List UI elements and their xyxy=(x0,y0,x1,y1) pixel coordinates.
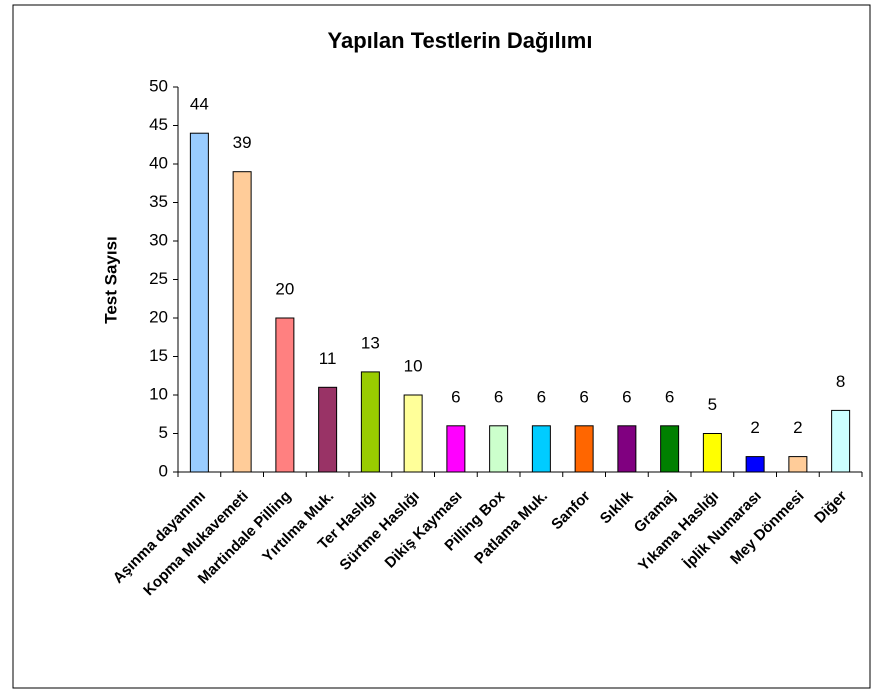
bar xyxy=(232,171,252,473)
data-label: 6 xyxy=(622,387,631,406)
bar xyxy=(788,456,808,473)
y-tick-label: 10 xyxy=(149,384,168,403)
data-label: 10 xyxy=(404,356,423,375)
bar xyxy=(617,425,637,473)
y-tick-label: 45 xyxy=(149,115,168,134)
bar xyxy=(403,394,423,473)
bar xyxy=(489,425,509,473)
bar xyxy=(531,425,551,473)
data-label: 6 xyxy=(537,387,546,406)
chart-title: Yapılan Testlerin Dağılımı xyxy=(328,28,593,53)
chart-border xyxy=(12,4,871,689)
bar xyxy=(275,317,295,473)
data-label: 11 xyxy=(319,349,337,368)
data-label: 39 xyxy=(233,133,252,152)
bar xyxy=(189,132,209,473)
data-label: 8 xyxy=(836,372,845,391)
data-label: 5 xyxy=(708,395,717,414)
y-tick-label: 25 xyxy=(149,269,168,288)
bar xyxy=(831,409,851,473)
data-label: 6 xyxy=(451,387,460,406)
bar xyxy=(318,386,338,473)
y-tick-label: 40 xyxy=(149,153,168,172)
data-label: 13 xyxy=(361,333,380,352)
y-tick-label: 20 xyxy=(149,307,168,326)
bar xyxy=(660,425,680,473)
bar xyxy=(574,425,594,473)
data-label: 44 xyxy=(190,95,209,114)
data-label: 6 xyxy=(494,387,503,406)
data-label: 2 xyxy=(793,418,802,437)
data-label: 6 xyxy=(665,387,674,406)
y-tick-label: 35 xyxy=(149,192,168,211)
y-axis-label: Test Sayısı xyxy=(101,236,120,324)
bar xyxy=(745,456,765,473)
data-label: 2 xyxy=(750,418,759,437)
y-tick-label: 50 xyxy=(149,76,168,95)
y-tick-label: 5 xyxy=(159,423,168,442)
bar xyxy=(446,425,466,473)
y-tick-label: 15 xyxy=(149,346,168,365)
data-label: 6 xyxy=(579,387,588,406)
data-label: 20 xyxy=(275,279,294,298)
bar xyxy=(360,371,380,473)
bar xyxy=(702,433,722,473)
y-tick-label: 30 xyxy=(149,230,168,249)
y-tick-label: 0 xyxy=(159,461,168,480)
